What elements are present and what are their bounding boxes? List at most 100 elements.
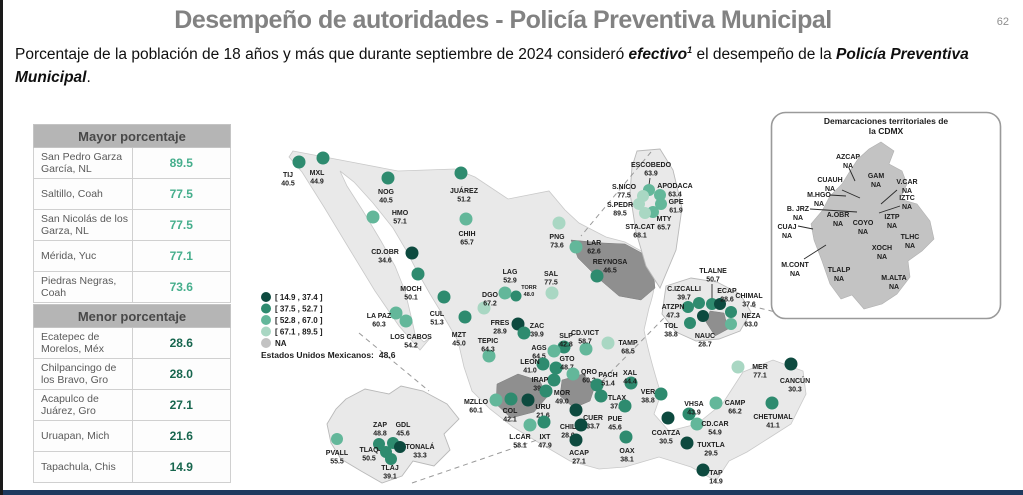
cdmx-demarcacion-TLHC: TLHC NA [901, 234, 920, 250]
city-S.PEDR: S.PEDR 89.5 [607, 198, 645, 218]
city-value: 49.0 [555, 399, 569, 406]
cdmx-demarcacion-GAM: GAM NA [868, 173, 885, 189]
city-value: 51.3 [430, 320, 444, 327]
city-label: URU [535, 404, 550, 411]
city-ATZPN: ATZPN 47.3 [662, 301, 694, 320]
city-CD.CAR: CD.CAR 54.9 [690, 417, 729, 437]
footnote-marker: 1 [687, 45, 693, 55]
legend-label: [ 37.5 , 52.7 ] [275, 305, 323, 314]
table-menor-porcentaje: Menor porcentaje Ecatepec de Morelos, Mé… [33, 304, 231, 483]
demarcacion-value: NA [833, 221, 843, 228]
demarcacion-label: CUAJ [777, 224, 796, 231]
city-marker [477, 301, 491, 315]
demarcacion-value: NA [877, 254, 887, 261]
city-marker [590, 269, 604, 283]
city-marker [547, 344, 561, 358]
city-label: IRAP [532, 377, 549, 384]
cdmx-demarcacion-COYO: COYO NA [853, 220, 874, 236]
table-row: Chilpancingo de los Bravo, Gro 28.0 [33, 358, 231, 390]
city-label: MZLLO [464, 399, 489, 406]
city-value: 30.5 [659, 439, 673, 446]
city-label: LA PAZ [367, 313, 392, 320]
city-label: MOCH [400, 286, 421, 293]
cdmx-demarcacion-IZTC: IZTC NA [878, 195, 915, 214]
city-label: CD.VICT [571, 330, 600, 337]
demarcacion-value: NA [889, 284, 899, 291]
city-value: 68.1 [633, 233, 647, 240]
city-label: TUXTLA [697, 442, 725, 449]
city-value: 43.9 [687, 410, 701, 417]
city-marker [725, 318, 737, 330]
city-label: S.NICO [612, 184, 637, 191]
table-menor-header: Menor porcentaje [33, 304, 231, 328]
city-value: 40.5 [281, 181, 295, 188]
subtitle-highlight-policia: Policía Preventiva Municipal [15, 46, 969, 86]
city-value: 60.2 [582, 378, 596, 385]
city-marker [385, 453, 397, 465]
city-value: 38.8 [664, 332, 678, 339]
city-label: ATZPN [662, 304, 685, 311]
city-ZAC: ZAC 39.9 [517, 323, 544, 340]
city-value: 55.5 [330, 459, 344, 466]
city-marker [366, 210, 380, 224]
city-TONALÁ: TONALÁ 33.3 [394, 441, 435, 460]
label-leader-line [648, 177, 651, 186]
city-VHSA: VHSA 43.9 [682, 401, 704, 421]
city-CUL: CUL 51.3 [430, 290, 451, 327]
city-marker [709, 396, 723, 410]
cdmx-demarcacion-A.OBR: A.OBR NA [827, 212, 850, 228]
cdmx-silhouette [810, 141, 935, 310]
city-label: CAMP [725, 400, 746, 407]
city-SAL: SAL 77.5 [544, 271, 559, 300]
city-label: QRO [581, 369, 598, 376]
city-LEON: LEON 41.0 [520, 357, 550, 375]
demarcacion-label: GAM [868, 173, 885, 180]
city-value: 48.0 [524, 292, 535, 298]
label-leader-line [809, 208, 858, 213]
city-value: 14.9 [709, 479, 723, 486]
city-value: 45.6 [608, 425, 622, 432]
city-label: L.CAR [509, 434, 530, 441]
city-value: 64.5 [532, 354, 546, 361]
city-name: Chilpancingo de los Bravo, Gro [33, 358, 133, 390]
city-LAR: LAR 62.6 [569, 240, 601, 256]
city-marker [661, 411, 675, 425]
city-label: STA.CAT [625, 224, 655, 231]
city-name: Uruapan, Mich [33, 420, 133, 452]
demarcacion-label: COYO [853, 220, 874, 227]
demarcacion-label: M.HGO [807, 192, 831, 199]
city-label: GTO [559, 356, 575, 363]
city-label: TONALÁ [405, 442, 434, 451]
city-ACAP: ACAP 27.1 [569, 433, 589, 466]
city-XAL: XAL 44.4 [623, 370, 638, 390]
city-CUER: CUER 33.7 [569, 403, 603, 431]
city-value: 29.5 [704, 451, 718, 458]
city-value: 42.1 [503, 417, 517, 424]
city-value: 33.7 [586, 424, 600, 431]
city-marker [399, 314, 413, 328]
city-JUÁREZ: JUÁREZ 51.2 [450, 166, 479, 204]
city-marker [682, 407, 696, 421]
city-label: NEZA [741, 313, 760, 320]
city-label: CANCÚN [780, 376, 810, 385]
city-value: 65.7 [460, 240, 474, 247]
city-marker [557, 340, 571, 354]
city-ECAP: ECAP 28.6 [714, 288, 737, 310]
city-SLP: SLP 42.8 [557, 333, 573, 354]
subtitle-highlight-efectivo: efectivo1 [628, 45, 693, 64]
city-marker [537, 415, 551, 429]
city-QRO: QRO 60.2 [566, 367, 598, 385]
table-row: Tapachula, Chis 14.9 [33, 451, 231, 483]
city-COL: COL 42.1 [503, 392, 518, 424]
subtitle-mid: el desempeño de la [692, 46, 837, 64]
city-MZT: MZT 45.0 [452, 310, 472, 348]
city-name: Acapulco de Juárez, Gro [33, 389, 133, 421]
city-name: Mérida, Yuc [33, 240, 133, 272]
city-label: ZAC [530, 323, 544, 330]
city-label: LAR [587, 240, 601, 247]
city-value: 58.7 [578, 339, 592, 346]
city-CHIMAL: CHIMAL 37.6 [725, 293, 763, 318]
legend-swatch [261, 292, 271, 302]
city-value: 54.9 [708, 430, 722, 437]
city-value: 64.3 [481, 347, 495, 354]
